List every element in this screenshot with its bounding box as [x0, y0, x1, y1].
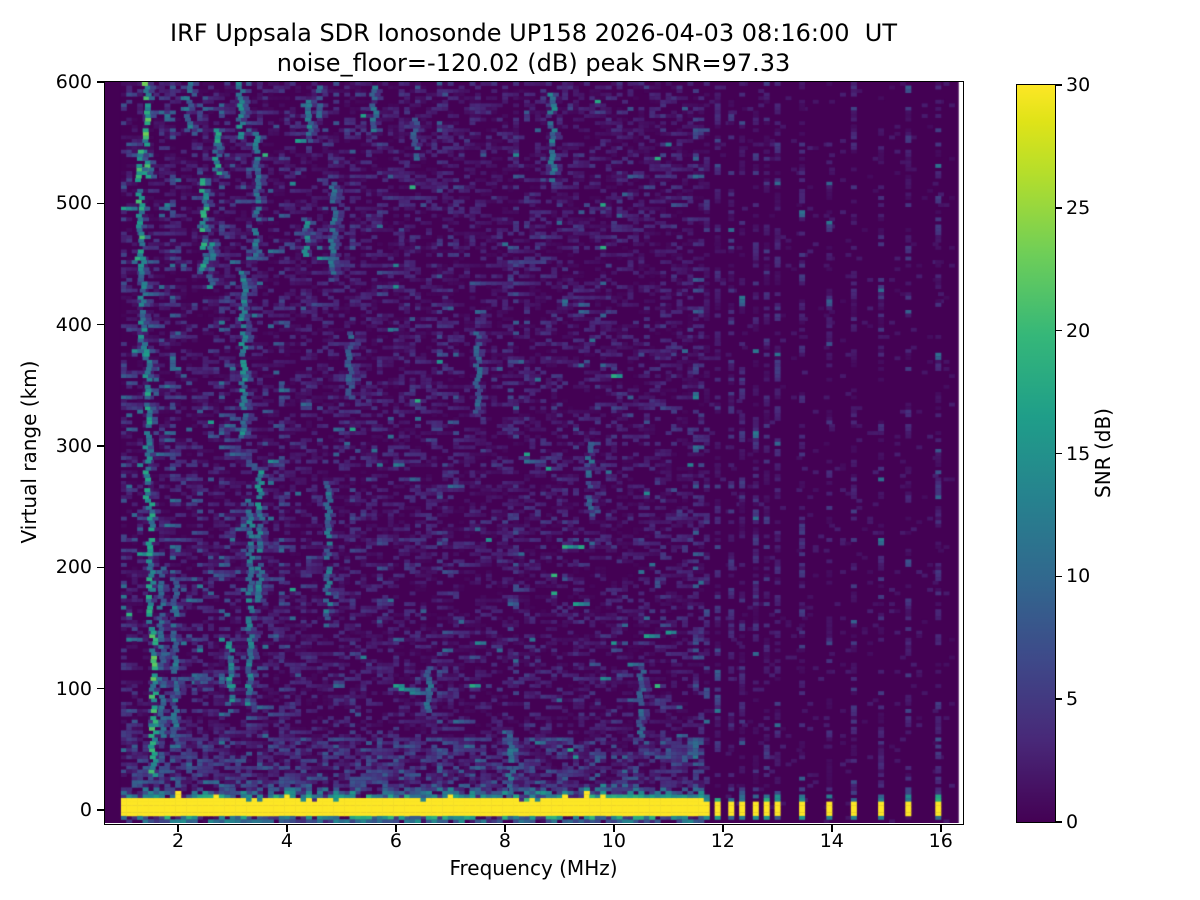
x-tick-label: 6: [389, 830, 402, 852]
colorbar-tick-mark: [1055, 698, 1062, 700]
y-tick-label: 400: [55, 313, 92, 336]
chart-subtitle: noise_floor=-120.02 (dB) peak SNR=97.33: [276, 49, 791, 77]
colorbar-tick-mark: [1055, 452, 1062, 455]
y-tick-mark: [96, 809, 105, 811]
x-tick-mark: [939, 824, 942, 832]
colorbar-tick-mark: [1055, 329, 1062, 332]
y-tick-mark: [96, 323, 105, 326]
colorbar-tick-label: 25: [1066, 196, 1091, 219]
y-tick-mark: [96, 566, 105, 569]
x-tick-mark: [286, 824, 288, 832]
x-tick-label: 14: [819, 830, 844, 852]
x-tick-mark: [722, 824, 724, 832]
colorbar-tick-mark: [1055, 207, 1062, 209]
x-tick-label: 16: [928, 830, 953, 852]
ionogram-heatmap: [105, 82, 962, 823]
colorbar-tick-label: 5: [1066, 688, 1079, 711]
x-tick-mark: [395, 824, 397, 832]
x-tick-mark: [504, 824, 506, 832]
y-tick-mark: [96, 81, 105, 83]
colorbar-tick-label: 20: [1066, 319, 1091, 342]
x-tick-label: 8: [498, 830, 511, 852]
colorbar-tick-mark: [1055, 84, 1062, 86]
colorbar-tick-mark: [1055, 575, 1062, 578]
colorbar-tick-label: 15: [1066, 442, 1091, 465]
x-axis-label: Frequency (MHz): [449, 856, 618, 880]
chart-title: IRF Uppsala SDR Ionosonde UP158 2026-04-…: [170, 19, 897, 47]
y-tick-label: 0: [79, 799, 92, 822]
colorbar-tick-label: 0: [1066, 811, 1079, 833]
colorbar-tick-mark: [1055, 821, 1062, 823]
x-tick-mark: [177, 824, 179, 832]
x-tick-label: 10: [601, 830, 626, 852]
colorbar-tick-label: 30: [1066, 74, 1091, 96]
y-tick-mark: [96, 202, 105, 205]
x-tick-label: 2: [171, 830, 185, 852]
x-tick-label: 4: [280, 830, 294, 852]
y-tick-label: 300: [55, 435, 92, 457]
y-tick-label: 100: [55, 677, 92, 700]
x-tick-label: 12: [710, 830, 735, 852]
y-tick-label: 200: [55, 556, 92, 579]
y-tick-mark: [96, 445, 105, 447]
colorbar-gradient: [1017, 85, 1055, 822]
x-tick-mark: [613, 824, 615, 832]
colorbar-tick-label: 10: [1066, 565, 1091, 588]
y-tick-label: 500: [55, 192, 92, 215]
y-tick-mark: [96, 687, 105, 690]
y-tick-label: 600: [55, 71, 92, 93]
x-tick-mark: [830, 824, 833, 832]
